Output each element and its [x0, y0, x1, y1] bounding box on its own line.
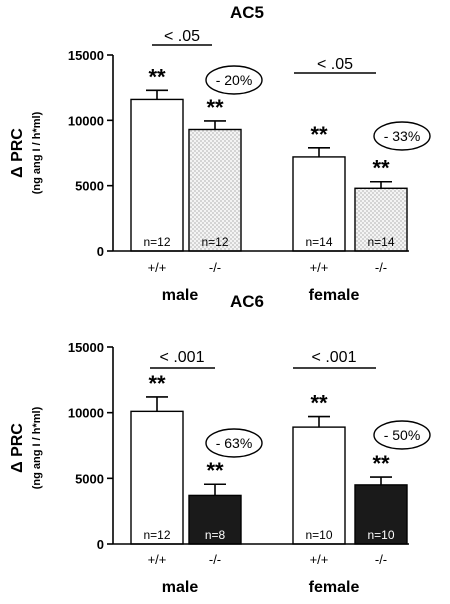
bar-n-label: n=14 [305, 235, 332, 249]
significance-label: ** [206, 95, 224, 120]
y-tick-label: 0 [97, 244, 104, 259]
y-axis-label: Δ PRC [9, 423, 26, 473]
x-group-label: female [309, 287, 360, 304]
bar-n-label: n=12 [143, 235, 170, 249]
percent-change-label: - 33% [384, 128, 421, 144]
y-tick-label: 15000 [68, 340, 104, 355]
bar-n-label: n=14 [367, 235, 394, 249]
bar-n-label: n=12 [201, 235, 228, 249]
x-category-label: +/+ [310, 260, 329, 275]
bar [188, 494, 242, 545]
x-category-label: +/+ [148, 260, 167, 275]
significance-label: ** [372, 156, 390, 181]
bar [130, 98, 184, 252]
bar-n-label: n=12 [143, 528, 170, 542]
significance-label: ** [310, 122, 328, 147]
significance-label: ** [148, 64, 166, 89]
x-category-label: +/+ [148, 552, 167, 567]
chart-title: AC6 [230, 292, 264, 311]
y-tick-label: 15000 [68, 48, 104, 63]
x-category-label: -/- [375, 260, 387, 275]
p-value-label: < .001 [160, 349, 205, 366]
change-ellipse [373, 420, 431, 450]
x-category-label: -/- [209, 552, 221, 567]
percent-change-label: - 20% [216, 72, 253, 88]
percent-change-label: - 63% [216, 435, 253, 451]
p-value-label: < .05 [164, 28, 200, 45]
x-category-label: +/+ [310, 552, 329, 567]
y-tick-label: 10000 [68, 113, 104, 128]
y-tick-label: 0 [97, 537, 104, 552]
chart-title: AC5 [230, 3, 264, 22]
y-tick-label: 5000 [75, 471, 104, 486]
bar [292, 426, 346, 545]
x-group-label: male [162, 287, 199, 304]
bar-n-label: n=10 [305, 528, 332, 542]
change-ellipse [205, 65, 263, 95]
bar [292, 156, 346, 252]
change-ellipse [373, 121, 431, 151]
p-value-label: < .05 [317, 56, 353, 73]
y-tick-label: 10000 [68, 406, 104, 421]
p-value-label: < .001 [312, 349, 357, 366]
x-group-label: female [309, 579, 360, 596]
bar-n-label: n=8 [205, 528, 226, 542]
significance-label: ** [148, 371, 166, 396]
x-group-label: male [162, 579, 199, 596]
bar [188, 128, 242, 252]
significance-label: ** [206, 458, 224, 483]
y-axis-sublabel: (ng ang I / h*ml) [31, 111, 43, 194]
significance-label: ** [310, 391, 328, 416]
bar [130, 410, 184, 545]
y-axis-sublabel: (ng ang I / h*ml) [31, 406, 43, 489]
y-tick-label: 5000 [75, 179, 104, 194]
x-category-label: -/- [375, 552, 387, 567]
bar-n-label: n=10 [367, 528, 394, 542]
change-ellipse [205, 428, 263, 458]
significance-label: ** [372, 451, 390, 476]
percent-change-label: - 50% [384, 427, 421, 443]
x-category-label: -/- [209, 260, 221, 275]
y-axis-label: Δ PRC [9, 128, 26, 178]
